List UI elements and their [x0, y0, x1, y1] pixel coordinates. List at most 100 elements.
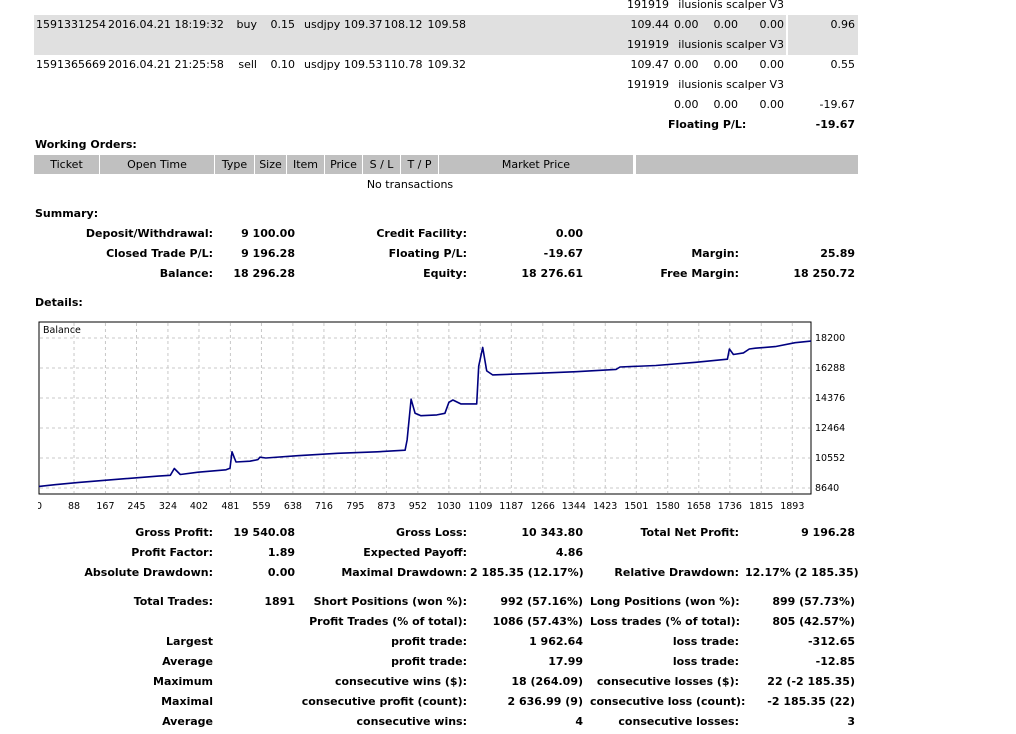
x-tick-label: 1501 — [624, 501, 648, 512]
trade-row: 191919 ilusionis scalper V3 — [34, 0, 858, 15]
x-tick-label: 402 — [190, 501, 208, 512]
trade-cell-size: 0.15 — [270, 18, 296, 31]
x-tick-label: 795 — [346, 501, 364, 512]
x-tick-label: 1658 — [687, 501, 711, 512]
x-tick-label: 245 — [127, 501, 145, 512]
x-tick-label: 1266 — [531, 501, 555, 512]
x-tick-label: 873 — [377, 501, 395, 512]
stat-max-dd-label: Maximal Drawdown: — [341, 566, 467, 579]
x-tick-label: 1893 — [780, 501, 804, 512]
stat-acl-label: consecutive losses: — [618, 715, 739, 728]
stat-mcl-label: consecutive losses ($): — [596, 675, 739, 688]
trade-cell-swap: 0.00 — [759, 58, 785, 71]
trade-cell-price: 109.37 — [344, 18, 383, 31]
stat-acw: 4 — [575, 715, 583, 728]
header-s-l: S / L — [363, 155, 401, 174]
trade-cell-close: 191919 — [627, 0, 669, 11]
header-price: Price — [325, 155, 363, 174]
trade-cell-tax: 0.00 — [713, 58, 739, 71]
trade-cell-tp: 109.58 — [427, 18, 467, 31]
stat-abs-dd: 0.00 — [267, 566, 295, 579]
working-orders-title: Working Orders: — [35, 138, 137, 151]
stat-ap: 17.99 — [548, 655, 583, 668]
stat-maximum-label: Maximum — [153, 675, 213, 688]
stat-lp: 1 962.64 — [529, 635, 583, 648]
y-tick-label: 14376 — [815, 393, 845, 404]
stat-gross-profit: 19 540.08 — [233, 526, 295, 539]
trade-cell-sl: 110.78 — [384, 58, 423, 71]
trade-cell-profit: -19.67 — [819, 98, 855, 111]
stat-gross-loss-label: Gross Loss: — [396, 526, 467, 539]
chart-title: Balance — [43, 325, 81, 336]
x-tick-label: 324 — [159, 501, 177, 512]
stat-average-label: Average — [162, 655, 213, 668]
stat-lp-label: profit trade: — [391, 635, 467, 648]
balance-line — [38, 340, 812, 488]
trade-row: 1591331254 2016.04.21 18:19:32 buy 0.15 usdj… — [34, 15, 858, 35]
trade-cell-item: usdjpy — [304, 58, 341, 71]
header-ticket: Ticket — [34, 155, 100, 174]
stat-mcw-label: consecutive wins ($): — [334, 675, 467, 688]
equity-value: 18 276.61 — [521, 267, 583, 280]
trade-cell-ticket: 1591331254 — [36, 18, 106, 31]
equity-label: Equity: — [423, 267, 467, 280]
trade-cell-tax: 0.00 — [713, 98, 739, 111]
deposit-value: 9 100.00 — [241, 227, 295, 240]
trade-cell-tax: 0.00 — [713, 18, 739, 31]
trade-cell-close: 191919 — [627, 38, 669, 51]
free-margin-value: 18 250.72 — [793, 267, 855, 280]
trade-cell-item: usdjpy — [304, 18, 341, 31]
stat-short-label: Short Positions (won %): — [313, 595, 467, 608]
stat-mcw: 18 (264.09) — [511, 675, 583, 688]
working-orders-header-extra — [636, 155, 858, 174]
deposit-label: Deposit/Withdrawal: — [85, 227, 213, 240]
stat-al-label: loss trade: — [672, 655, 739, 668]
details-title: Details: — [35, 296, 83, 309]
x-tick-label: 0 — [38, 501, 42, 512]
stat-ll-label: loss trade: — [672, 635, 739, 648]
stat-ll: -312.65 — [807, 635, 855, 648]
trade-cell-ticket: 1591365669 — [36, 58, 106, 71]
balance-chart: 0 88 167 245 324 402 481 559 638 716 795 873 952 1030… — [38, 321, 845, 512]
trade-cell-profit: 0.96 — [830, 18, 856, 31]
trade-cell-comment: ilusionis scalper V3 — [678, 0, 784, 11]
y-tick-label: 10552 — [815, 453, 845, 464]
stat-mclc-label: consecutive loss (count): — [590, 695, 746, 708]
trade-cell-comm: 0.00 — [674, 18, 699, 31]
stat-rel-dd: 12.17% (2 185.35) — [745, 566, 859, 579]
closed-pl-value: 9 196.28 — [241, 247, 295, 260]
stat-acl: 3 — [847, 715, 855, 728]
trade-cell-time: 2016.04.21 18:19:32 — [108, 18, 224, 31]
x-tick-label: 952 — [409, 501, 427, 512]
x-tick-label: 481 — [221, 501, 239, 512]
y-tick-label: 16288 — [815, 363, 845, 374]
stat-rel-dd-label: Relative Drawdown: — [614, 566, 739, 579]
header-market-price: Market Price — [439, 155, 634, 174]
stat-mcp-label: consecutive profit (count): — [301, 695, 467, 708]
stat-ap-label: profit trade: — [391, 655, 467, 668]
x-tick-label: 1580 — [656, 501, 680, 512]
header-open-time: Open Time — [100, 155, 215, 174]
x-tick-label: 88 — [68, 501, 80, 512]
stat-mcl: 22 (-2 185.35) — [767, 675, 855, 688]
floating-pl-label: Floating P/L: — [668, 118, 747, 131]
x-tick-label: 1344 — [562, 501, 586, 512]
trade-row: 1591365669 2016.04.21 21:25:58 sell 0.10 usd… — [34, 55, 858, 75]
stat-ptrades-label: Profit Trades (% of total): — [309, 615, 467, 628]
stat-gross-profit-label: Gross Profit: — [135, 526, 213, 539]
trade-cell-close: 109.44 — [630, 18, 670, 31]
x-tick-label: 716 — [315, 501, 333, 512]
stat-mclc: -2 185.35 (22) — [767, 695, 855, 708]
x-tick-label: 1423 — [593, 501, 617, 512]
stat-long: 899 (57.73%) — [772, 595, 855, 608]
stat-short: 992 (57.16%) — [500, 595, 583, 608]
stat-long-label: Long Positions (won %): — [590, 595, 740, 608]
stat-total-label: Total Trades: — [133, 595, 213, 608]
balance-value: 18 296.28 — [233, 267, 295, 280]
x-tick-label: 638 — [284, 501, 302, 512]
stat-maximal-label: Maximal — [161, 695, 213, 708]
trade-cell-type: sell — [238, 58, 257, 71]
x-tick-label: 559 — [252, 501, 270, 512]
chart-frame — [38, 321, 812, 495]
no-transactions-text: No transactions — [366, 178, 454, 191]
